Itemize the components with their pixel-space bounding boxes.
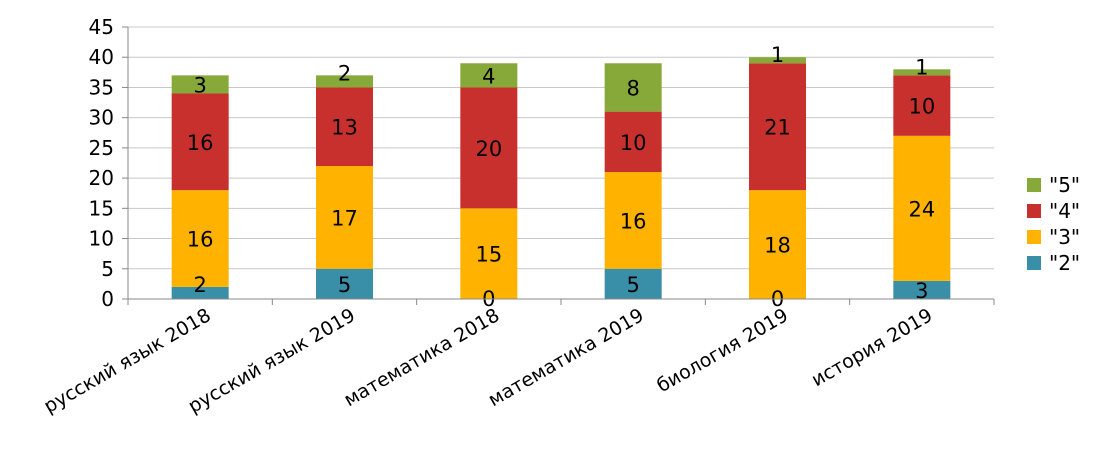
legend-swatch [1027,256,1041,270]
data-label: 16 [187,228,214,252]
x-category-label: биология 2019 [653,304,792,397]
data-label: 18 [764,234,791,258]
bar-segment [460,208,518,299]
y-tick-label: 15 [89,196,114,220]
data-label: 21 [764,116,791,140]
x-category-label: математика 2018 [340,304,503,411]
bar-segment [893,280,951,299]
bar-segment [171,190,229,287]
legend-label: "2" [1049,251,1080,275]
y-tick-label: 10 [89,227,114,251]
bar-segment [171,75,229,94]
bar-segment [316,75,373,88]
data-label: 10 [908,95,935,119]
bar-segment [171,286,229,299]
bar-segment [604,63,662,112]
legend-swatch [1027,204,1041,218]
data-label: 8 [626,76,639,100]
legend-label: "4" [1049,199,1080,223]
x-category-label: история 2019 [808,304,937,391]
data-label: 4 [482,64,495,88]
bar-segment [749,190,806,299]
data-label: 2 [338,61,351,85]
legend-label: "5" [1049,173,1080,197]
bar-segment [893,135,951,281]
bar-segment [460,63,518,88]
y-tick-label: 20 [89,166,114,190]
bar-segment [316,87,373,167]
legend-swatch [1027,230,1041,244]
data-label: 5 [338,273,351,297]
bar-segment [749,57,806,64]
data-label: 1 [771,43,784,67]
data-label: 2 [193,273,206,297]
bar-segment [171,93,229,191]
data-label: 3 [193,73,206,97]
legend-swatch [1027,178,1041,192]
bar-segment [604,268,662,299]
data-label: 17 [331,206,358,230]
y-tick-label: 30 [89,106,114,130]
data-label: 13 [331,116,358,140]
bar-segment [460,87,518,209]
bar-segment [893,69,951,76]
data-label: 20 [475,137,502,161]
bars [171,57,951,299]
bar-segment [749,63,806,191]
data-label: 1 [915,55,928,79]
data-label: 15 [475,243,502,267]
y-tick-label: 0 [101,287,114,311]
legend-label: "3" [1049,225,1080,249]
gridlines [128,26,994,300]
y-tick-label: 25 [89,136,114,160]
bar-segment [604,172,662,269]
data-label: 16 [187,131,214,155]
data-label: 24 [908,197,935,221]
bar-segment [316,166,373,269]
x-category-label: математика 2019 [485,304,648,411]
legend: "5""4""3""2" [1027,173,1080,275]
y-axis: 0 5 10 15 20 25 30 35 40 45 [89,15,129,311]
bar-segment [893,75,951,136]
data-label: 16 [620,209,647,233]
bar-segment [604,111,662,173]
data-label: 3 [915,279,928,303]
y-tick-label: 35 [89,75,114,99]
bar-segment [316,268,373,299]
data-label: 5 [626,273,639,297]
y-tick-label: 40 [89,45,114,69]
y-tick-label: 45 [89,15,114,39]
y-tick-label: 5 [101,257,114,281]
data-label: 10 [620,131,647,155]
